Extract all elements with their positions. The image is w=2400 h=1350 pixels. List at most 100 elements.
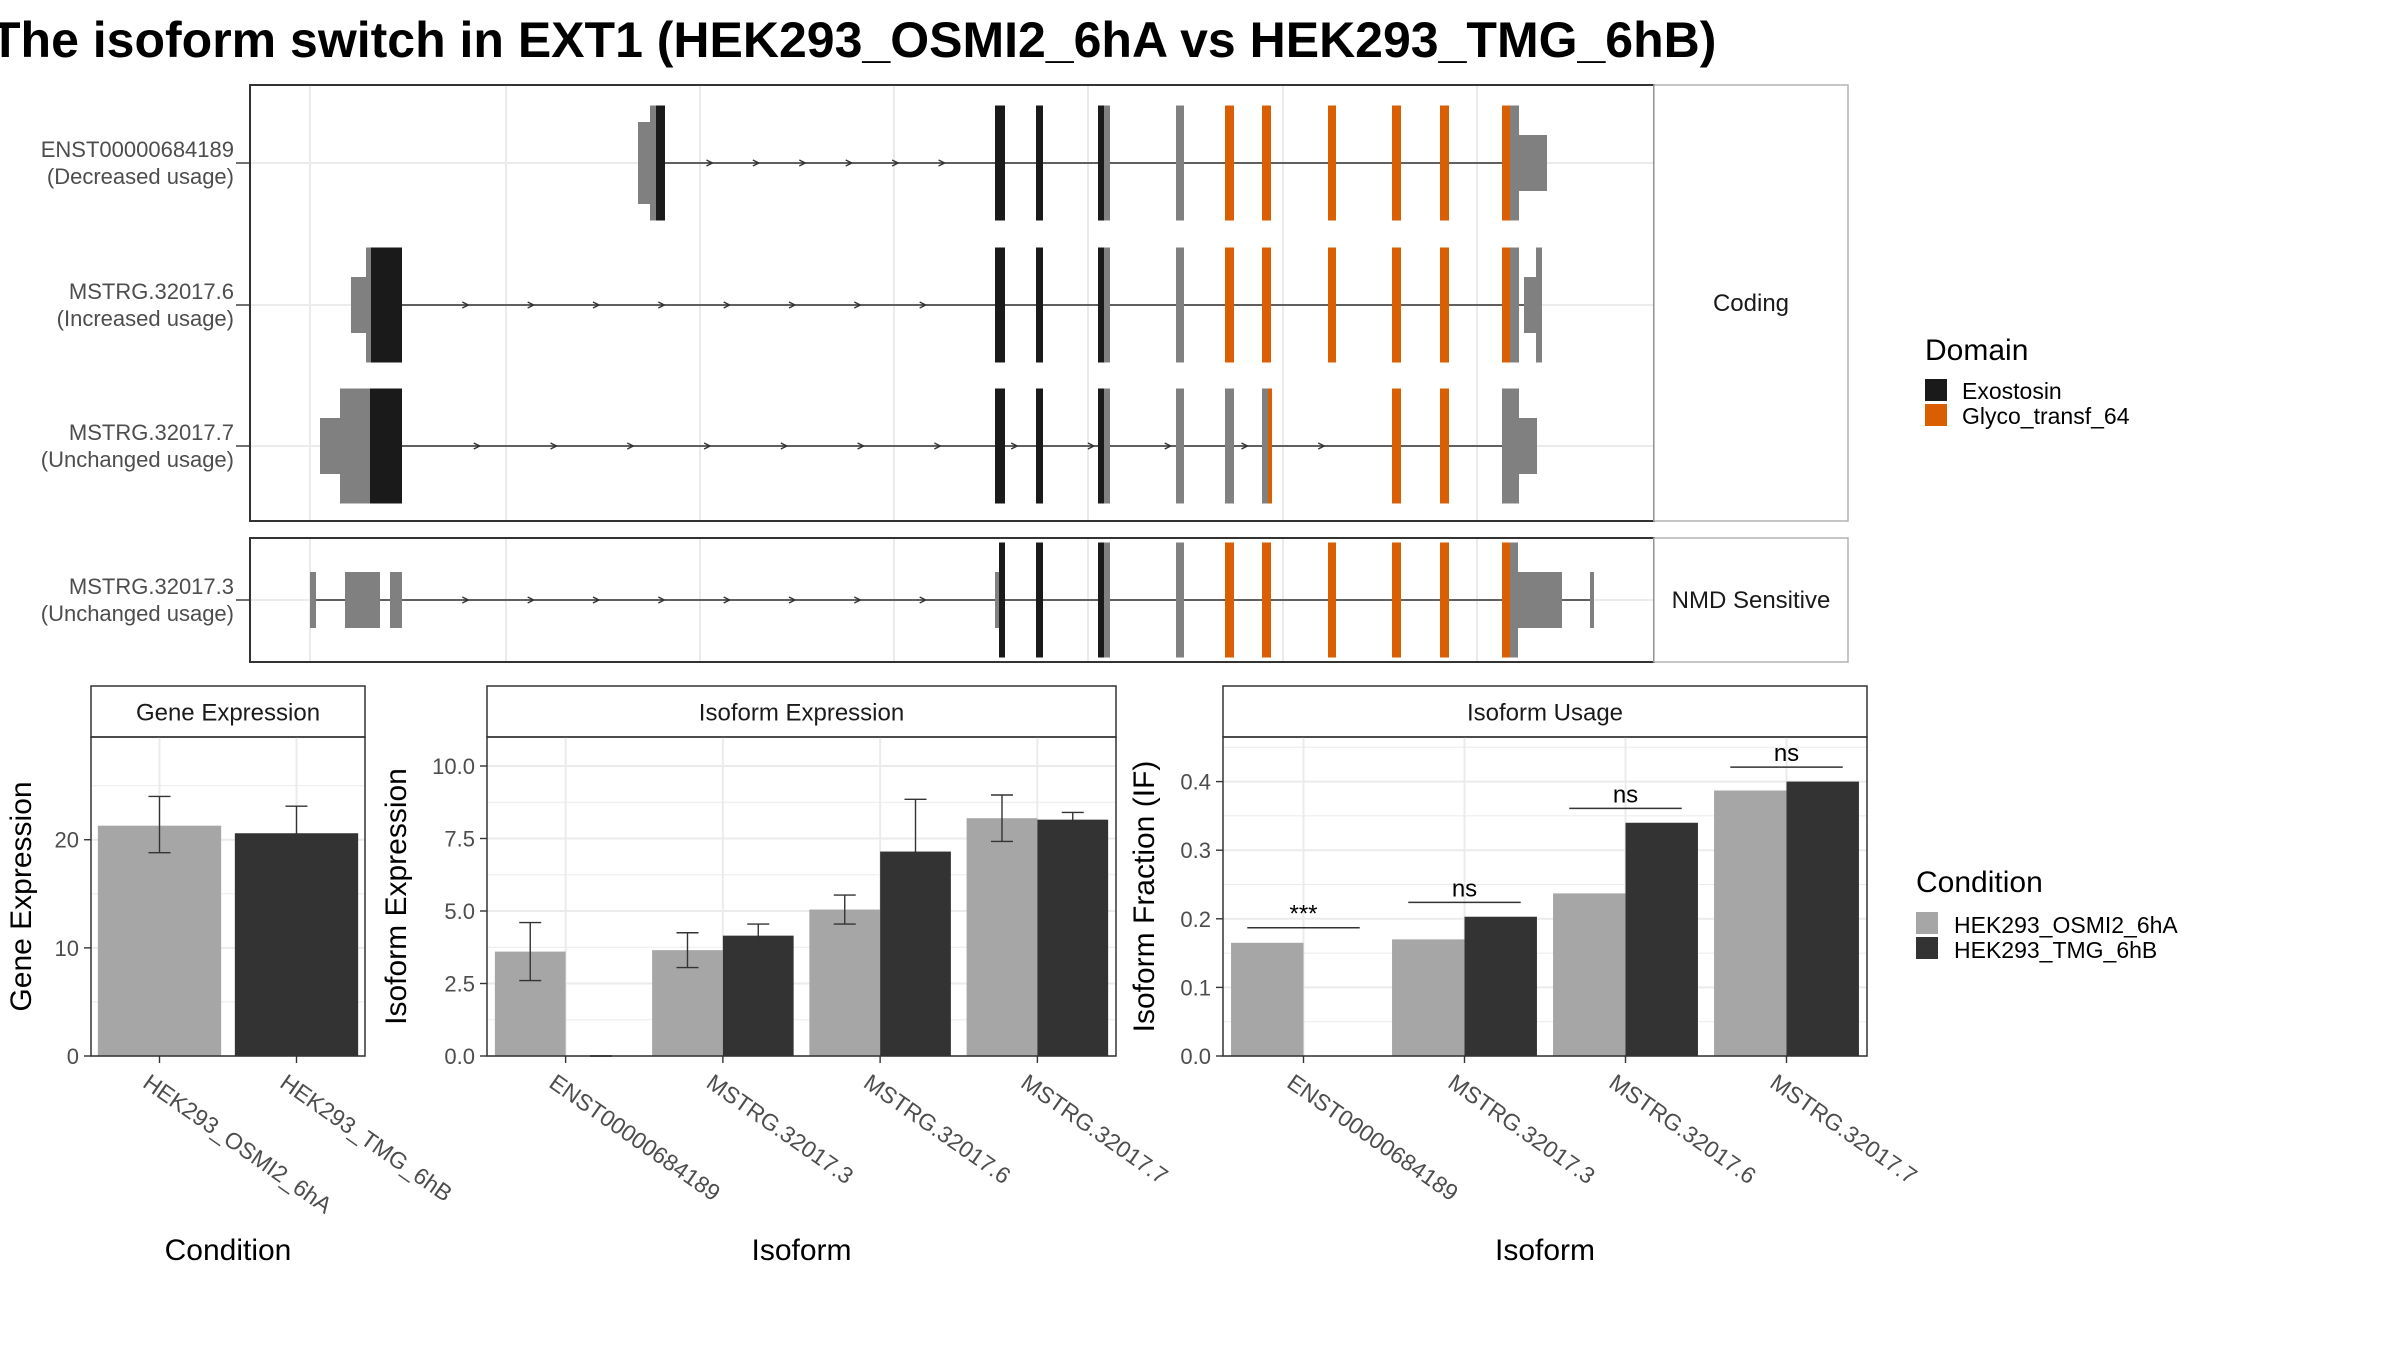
exon — [1176, 247, 1184, 363]
exon — [310, 572, 316, 628]
facet-strip — [1653, 537, 1849, 663]
exon — [1104, 105, 1110, 221]
direction-arrow — [1164, 442, 1173, 450]
direction-arrow — [780, 442, 789, 450]
direction-arrow — [788, 301, 797, 309]
x-axis-title: Isoform — [751, 1234, 851, 1267]
direction-arrow — [462, 596, 470, 604]
exon-glyco-transf-64 — [1392, 388, 1401, 504]
y-tick-label: 20 — [55, 828, 79, 853]
exon — [366, 247, 371, 363]
y-tick-label: 0.0 — [1180, 1044, 1211, 1069]
panel-border — [1222, 736, 1868, 1057]
direction-arrow — [658, 596, 666, 604]
exon-exostosin — [371, 247, 402, 363]
facet-strip — [1653, 84, 1849, 522]
x-tick-label: MSTRG.32017.7 — [1766, 1069, 1922, 1189]
x-axis-title: Condition — [165, 1234, 292, 1267]
legend-label-condA: HEK293_OSMI2_6hA — [1954, 912, 2178, 938]
exon-glyco-transf-64 — [1440, 247, 1449, 363]
transcript-track — [351, 247, 1542, 363]
transcript-usage-label: (Decreased usage) — [47, 164, 234, 189]
bar — [97, 825, 222, 1056]
direction-arrow — [527, 596, 536, 604]
exon — [390, 572, 402, 628]
y-tick-label: 0.3 — [1180, 838, 1211, 863]
chart-title: Isoform Expression — [699, 700, 904, 727]
direction-arrow — [854, 301, 862, 309]
exon — [1536, 247, 1542, 363]
figure-title: The isoform switch in EXT1 (HEK293_OSMI2… — [0, 12, 1716, 68]
isoform-usage-chart: Isoform Usage *** ns ns ns 0.0 0.1 0.2 0.3 0.4 ENS… — [1128, 685, 1922, 1267]
exon-glyco-transf-64 — [1225, 542, 1234, 658]
exon — [1518, 572, 1562, 628]
exon — [650, 105, 656, 221]
x-tick-label: MSTRG.32017.7 — [1017, 1069, 1173, 1189]
exon — [1225, 388, 1234, 504]
y-tick-label: 0.2 — [1180, 907, 1211, 932]
bar — [1037, 819, 1109, 1056]
exon-exostosin — [1098, 542, 1104, 658]
exon-glyco-transf-64 — [1502, 247, 1510, 363]
direction-arrow — [527, 301, 536, 309]
direction-arrow — [1241, 442, 1250, 450]
chart-strip — [90, 685, 366, 738]
chart-title: Isoform Usage — [1467, 700, 1623, 727]
direction-arrow — [919, 301, 928, 309]
x-tick-label: ENST00000684189 — [1283, 1069, 1463, 1206]
exon-glyco-transf-64 — [1328, 542, 1336, 658]
direction-arrow — [934, 442, 942, 450]
bar — [234, 833, 359, 1056]
transcript-structure-plot: ENST00000684189(Decreased usage) MSTRG.32… — [41, 84, 1849, 663]
exon — [345, 572, 380, 628]
exon — [1104, 247, 1110, 363]
exon-glyco-transf-64 — [1502, 542, 1510, 658]
exon-exostosin — [1036, 105, 1043, 221]
exon — [1519, 418, 1537, 474]
y-axis-title: Gene Expression — [5, 781, 38, 1011]
exon — [995, 572, 999, 628]
bar — [1231, 942, 1304, 1056]
exon-glyco-transf-64 — [1262, 542, 1271, 658]
direction-arrow — [938, 159, 947, 167]
exon-glyco-transf-64 — [1392, 105, 1401, 221]
direction-arrow — [626, 442, 635, 450]
bar — [1392, 939, 1465, 1056]
exon-glyco-transf-64 — [1440, 542, 1449, 658]
exon-glyco-transf-64 — [1328, 247, 1336, 363]
exon — [1519, 135, 1547, 191]
transcript-label: MSTRG.32017.3 — [69, 574, 234, 599]
exon-glyco-transf-64 — [1328, 105, 1336, 221]
transcript-label: MSTRG.32017.6 — [69, 279, 234, 304]
exon — [1104, 388, 1110, 504]
y-tick-label: 2.5 — [444, 972, 475, 997]
exon-glyco-transf-64 — [1392, 542, 1401, 658]
exon — [320, 418, 340, 474]
isoform-expression-chart: Isoform Expression 0.0 2.5 5.0 7.5 10.0 ENST00… — [380, 685, 1173, 1267]
domain-legend: Domain Exostosin Glyco_transf_64 — [1925, 334, 2130, 429]
x-axis-title: Isoform — [1495, 1234, 1595, 1267]
exon-exostosin — [1036, 388, 1043, 504]
bar — [809, 909, 881, 1056]
y-axis-title: Isoform Fraction (IF) — [1128, 761, 1161, 1033]
bar — [722, 935, 794, 1056]
legend-swatch-exostosin — [1925, 379, 1947, 401]
exon-glyco-transf-64 — [1392, 247, 1401, 363]
direction-arrow — [473, 442, 482, 450]
transcript-usage-label: (Unchanged usage) — [41, 447, 234, 472]
legend-label-condB: HEK293_TMG_6hB — [1954, 937, 2157, 963]
direction-arrow — [1087, 442, 1096, 450]
significance-label: ns — [1613, 781, 1638, 808]
direction-arrow — [1010, 442, 1019, 450]
exon — [1510, 542, 1518, 658]
direction-arrow — [788, 596, 797, 604]
direction-arrow — [703, 442, 712, 450]
chart-strip — [486, 685, 1117, 738]
exon-exostosin — [1036, 247, 1043, 363]
direction-arrow — [845, 159, 854, 167]
exon — [1502, 388, 1510, 504]
exon — [351, 277, 366, 333]
domain-legend-title: Domain — [1925, 334, 2028, 367]
bar — [1786, 781, 1859, 1056]
